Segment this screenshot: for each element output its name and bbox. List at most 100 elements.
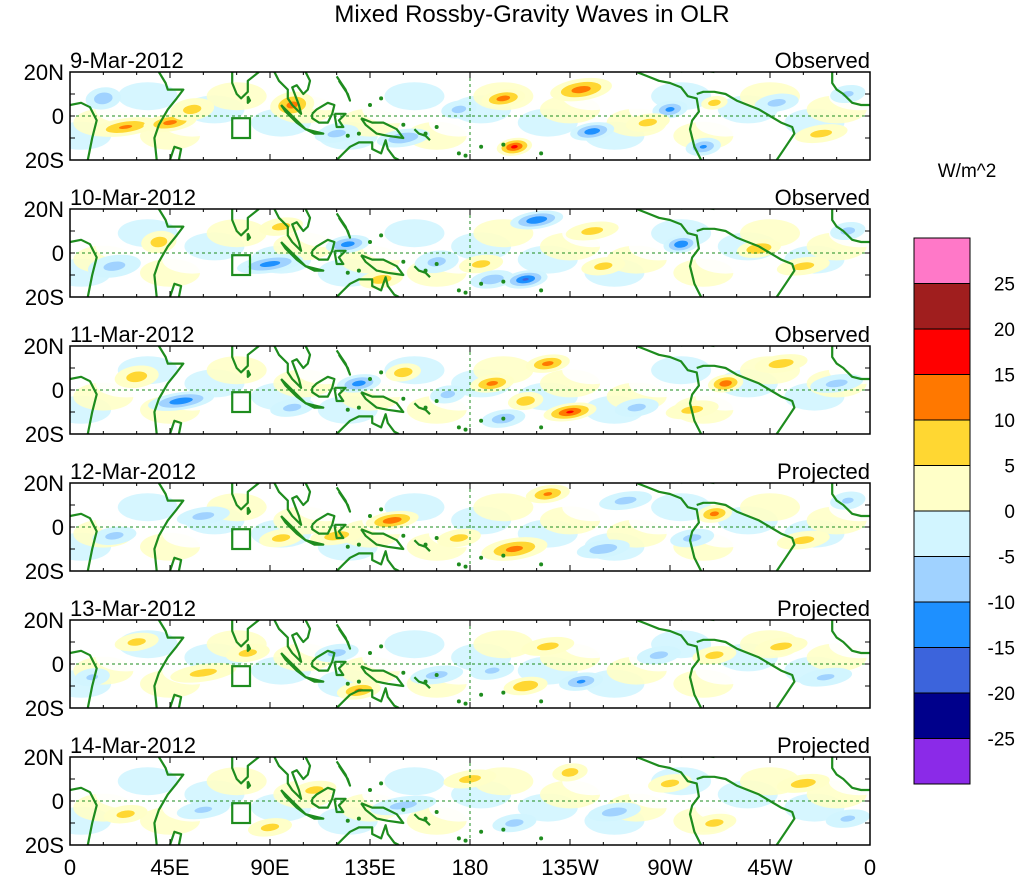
anomaly-contour xyxy=(526,216,548,224)
panel-label: Observed xyxy=(775,322,870,347)
coastline xyxy=(311,786,336,809)
panel-date: 14-Mar-2012 xyxy=(70,733,196,758)
coastline xyxy=(696,90,796,160)
anomaly-contour xyxy=(394,367,413,378)
island xyxy=(368,651,372,655)
island xyxy=(379,370,384,375)
island xyxy=(463,290,468,295)
island xyxy=(434,125,439,129)
anomaly-contour xyxy=(126,371,148,383)
anomaly-contour xyxy=(516,396,535,406)
box-region xyxy=(231,391,252,414)
coastline xyxy=(311,101,336,124)
y-tick-label: 20S xyxy=(25,148,64,173)
y-tick-label: 0 xyxy=(52,515,64,540)
anomaly-contour xyxy=(496,95,511,102)
island xyxy=(379,507,384,512)
y-tick-label: 0 xyxy=(52,652,64,677)
island xyxy=(463,153,468,158)
coastline xyxy=(70,649,98,708)
panel-date: 11-Mar-2012 xyxy=(70,322,194,347)
y-tick-label: 0 xyxy=(52,104,64,129)
island xyxy=(356,816,361,821)
x-tick-label: 135E xyxy=(344,855,395,880)
island xyxy=(456,836,461,841)
coastline xyxy=(413,676,431,689)
coastline xyxy=(168,419,183,434)
island xyxy=(401,396,406,401)
anomaly-contour xyxy=(127,638,146,646)
island xyxy=(368,788,372,792)
map-area xyxy=(69,482,871,572)
colorbar-swatch xyxy=(913,374,971,421)
island xyxy=(501,827,506,832)
coastline xyxy=(335,75,352,102)
x-axis: 0 45E 90E 135E 180 135W 90W 45W 0 xyxy=(64,855,876,880)
panel-label: Projected xyxy=(777,459,870,484)
island xyxy=(368,103,372,107)
coastline xyxy=(335,486,352,513)
island xyxy=(345,544,350,549)
island xyxy=(479,418,484,423)
anomaly-contour xyxy=(103,261,126,271)
anomaly-contour xyxy=(536,642,559,651)
y-tick-label: 20S xyxy=(25,285,64,310)
island xyxy=(456,288,461,293)
background-cell xyxy=(206,219,267,248)
background-cell xyxy=(295,493,356,522)
island xyxy=(539,151,544,156)
coastline xyxy=(636,757,703,845)
y-tick-label: 20N xyxy=(24,60,64,85)
coastline xyxy=(413,813,431,826)
coastline xyxy=(831,209,870,244)
x-tick-label: 90E xyxy=(250,855,289,880)
anomaly-contour xyxy=(192,512,215,520)
anomaly-contour xyxy=(505,819,524,827)
island xyxy=(501,142,506,147)
map-area xyxy=(69,619,871,709)
colorbar-tick-label: 10 xyxy=(994,411,1015,432)
island xyxy=(379,781,384,786)
anomaly-contour xyxy=(770,642,793,651)
coastline xyxy=(636,483,703,571)
island xyxy=(434,810,439,814)
island xyxy=(539,288,544,293)
colorbar-tick-label: -25 xyxy=(988,730,1015,751)
background-cell xyxy=(384,219,445,248)
box-region xyxy=(231,802,252,825)
colorbar-tick-label: 20 xyxy=(994,320,1015,341)
coastline xyxy=(311,375,336,398)
coastline xyxy=(231,209,260,237)
background-cell xyxy=(206,356,267,385)
anomaly-contour xyxy=(451,105,467,114)
colorbar-swatch xyxy=(913,328,971,375)
anomaly-contour xyxy=(825,379,848,388)
panel-5: 13-Mar-2012 Projected 20N 0 20S xyxy=(24,596,871,721)
anomaly-contour xyxy=(705,651,724,659)
island xyxy=(379,233,384,238)
panel-label: Observed xyxy=(775,48,870,73)
coastline xyxy=(696,501,796,571)
background-cell xyxy=(117,767,178,796)
panel-date: 9-Mar-2012 xyxy=(70,48,184,73)
coastline xyxy=(273,757,312,800)
island xyxy=(401,122,406,127)
x-tick-label: 90W xyxy=(647,855,692,880)
island xyxy=(423,679,428,684)
island xyxy=(434,673,439,677)
anomaly-contour xyxy=(601,807,627,817)
background-cell xyxy=(562,356,623,385)
colorbar-tick-label: -10 xyxy=(988,593,1015,614)
coastline xyxy=(153,209,185,297)
coastline xyxy=(321,687,400,708)
coastline xyxy=(636,620,703,708)
coastline xyxy=(305,265,325,272)
island xyxy=(501,279,506,284)
anomaly-contour xyxy=(513,680,539,692)
anomaly-contour xyxy=(792,536,815,545)
anomaly-contour xyxy=(566,410,574,414)
coastline xyxy=(335,349,352,376)
colorbar-swatch xyxy=(913,647,971,694)
island xyxy=(345,681,350,686)
panel-3: 11-Mar-2012 Observed 20N 0 20S xyxy=(24,322,871,447)
